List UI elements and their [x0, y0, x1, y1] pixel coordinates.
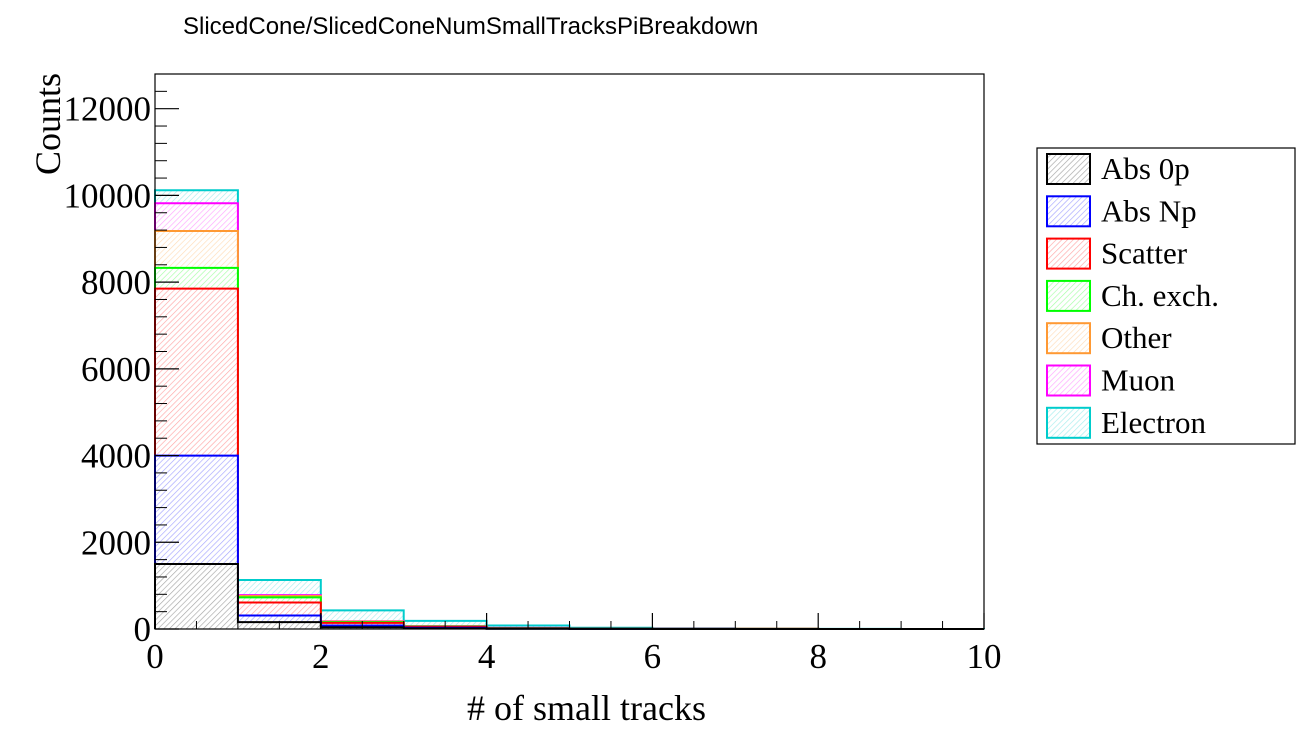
series-muon [154, 202, 984, 630]
legend-label: Abs 0p [1101, 151, 1190, 186]
legend-label: Electron [1101, 405, 1207, 440]
x-tick-label: 2 [312, 637, 330, 676]
legend-swatch [1046, 153, 1091, 185]
plot-frame [154, 73, 985, 630]
chart-title: SlicedCone/SlicedConeNumSmallTracksPiBre… [183, 13, 758, 40]
x-axis-label: # of small tracks [467, 688, 706, 728]
axes: 0 2 4 6 8 10 0 2000 4000 6000 8000 10000 12000 [64, 90, 1002, 676]
y-tick-label: 6000 [81, 350, 151, 389]
x-tick-label: 8 [809, 637, 827, 676]
series-outline [154, 189, 985, 630]
legend-swatch [1046, 279, 1091, 312]
legend-swatch [1046, 406, 1091, 439]
legend-item-ch-exch: Ch. exch. [1046, 278, 1219, 313]
legend-item-muon: Muon [1046, 363, 1176, 398]
legend-swatch [1046, 322, 1091, 355]
bar [155, 563, 238, 629]
legend-label: Ch. exch. [1101, 278, 1219, 313]
x-tick-label: 0 [146, 637, 164, 676]
y-tick-label: 12000 [64, 90, 152, 129]
legend-label: Other [1101, 320, 1172, 355]
y-axis-label: Counts [28, 73, 68, 175]
x-tick-label: 4 [478, 637, 496, 676]
legend-label: Abs Np [1101, 193, 1197, 228]
series-outline [154, 202, 984, 630]
series-outline [154, 287, 984, 630]
legend-swatch [1046, 364, 1091, 397]
series-scatter [154, 287, 984, 630]
legend-item-other: Other [1046, 320, 1172, 355]
y-tick-label: 8000 [81, 263, 151, 302]
y-tick-label: 2000 [81, 523, 151, 562]
series-other [154, 229, 984, 630]
y-tick-label: 4000 [81, 437, 151, 476]
histogram-bars [154, 189, 985, 630]
series-outline [154, 266, 984, 630]
y-tick-label: 10000 [64, 176, 152, 215]
y-tick-label: 0 [134, 610, 152, 649]
legend-item-abs-0p: Abs 0p [1046, 151, 1190, 186]
legend-label: Muon [1101, 363, 1176, 398]
legend-item-electron: Electron [1046, 405, 1207, 440]
legend-label: Scatter [1101, 236, 1188, 271]
legend: Abs 0p Abs Np Scatter Ch. exch. Other Muon Ele… [1036, 147, 1296, 445]
series-electron [154, 189, 985, 630]
legend-item-abs-np: Abs Np [1046, 193, 1197, 228]
legend-swatch [1046, 195, 1091, 228]
series-outline [154, 229, 984, 630]
x-tick-label: 10 [967, 637, 1002, 676]
legend-swatch [1046, 237, 1091, 270]
series-ch-exch [154, 266, 984, 630]
legend-item-scatter: Scatter [1046, 236, 1188, 271]
x-tick-label: 6 [644, 637, 662, 676]
